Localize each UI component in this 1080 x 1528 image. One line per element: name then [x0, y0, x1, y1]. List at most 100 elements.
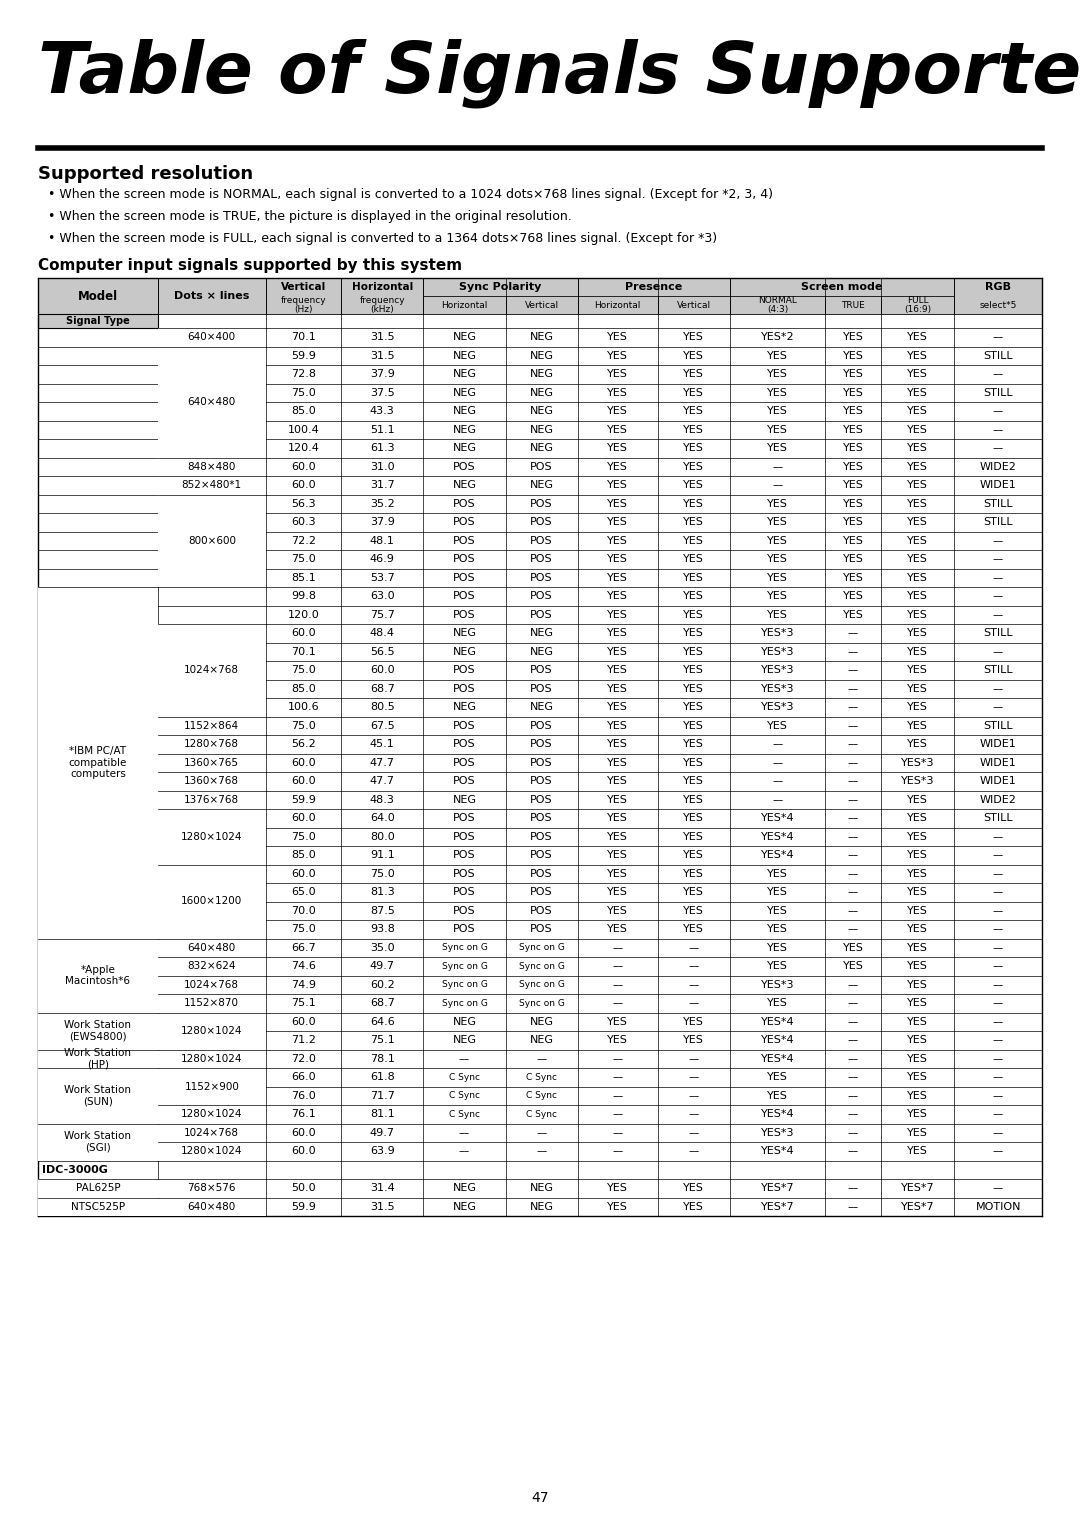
Text: ––: –– — [772, 480, 783, 490]
Text: YES: YES — [684, 776, 704, 787]
Text: 43.3: 43.3 — [370, 406, 394, 416]
Bar — [38, 680, 1042, 698]
Text: YES: YES — [907, 1073, 928, 1082]
Text: YES: YES — [684, 888, 704, 897]
Text: POS: POS — [454, 758, 476, 767]
Text: YES: YES — [684, 406, 704, 416]
Text: ––: –– — [848, 979, 859, 990]
Text: WIDE1: WIDE1 — [980, 740, 1016, 749]
Text: ––: –– — [848, 1183, 859, 1193]
Text: YES: YES — [767, 498, 788, 509]
Text: ––: –– — [993, 998, 1003, 1008]
Text: YES: YES — [842, 443, 864, 454]
Text: ––: –– — [848, 1109, 859, 1118]
Text: POS: POS — [454, 536, 476, 545]
Text: 37.9: 37.9 — [369, 518, 394, 527]
Bar — [38, 365, 1042, 384]
Text: ––: –– — [848, 703, 859, 712]
Text: YES: YES — [842, 498, 864, 509]
Text: WIDE2: WIDE2 — [980, 795, 1016, 805]
Bar — [38, 495, 1042, 513]
Text: ––: –– — [848, 813, 859, 824]
Text: 49.7: 49.7 — [369, 961, 395, 972]
Bar — [38, 313, 158, 329]
Text: YES: YES — [684, 425, 704, 435]
Text: YES: YES — [607, 425, 629, 435]
Text: YES*3: YES*3 — [761, 646, 795, 657]
Text: ––: –– — [993, 536, 1003, 545]
Bar — [38, 735, 1042, 753]
Text: YES: YES — [607, 869, 629, 879]
Text: YES: YES — [684, 646, 704, 657]
Text: YES: YES — [684, 906, 704, 915]
Text: NEG: NEG — [453, 628, 476, 639]
Text: YES: YES — [684, 703, 704, 712]
Bar — [38, 347, 1042, 365]
Text: YES: YES — [767, 961, 788, 972]
Text: ––: –– — [993, 573, 1003, 582]
Text: ––: –– — [993, 1183, 1003, 1193]
Text: NEG: NEG — [453, 1183, 476, 1193]
Text: YES*7: YES*7 — [761, 1183, 795, 1193]
Text: ––: –– — [848, 1036, 859, 1045]
Text: YES: YES — [607, 703, 629, 712]
Text: YES: YES — [767, 351, 788, 361]
Bar — [38, 1160, 1042, 1180]
Text: YES: YES — [907, 703, 928, 712]
Text: YES*4: YES*4 — [761, 813, 795, 824]
Text: YES: YES — [684, 869, 704, 879]
Text: POS: POS — [454, 813, 476, 824]
Text: FULL
(16:9): FULL (16:9) — [904, 295, 931, 315]
Text: 75.7: 75.7 — [369, 610, 394, 620]
Text: 53.7: 53.7 — [370, 573, 394, 582]
Bar — [38, 883, 1042, 902]
Bar — [38, 1068, 158, 1123]
Text: 35.0: 35.0 — [370, 943, 394, 953]
Text: YES: YES — [607, 480, 629, 490]
Text: 37.9: 37.9 — [369, 370, 394, 379]
Text: POS: POS — [454, 740, 476, 749]
Text: YES: YES — [684, 498, 704, 509]
Text: ––: –– — [688, 1054, 700, 1063]
Bar — [158, 1068, 266, 1105]
Text: POS: POS — [454, 573, 476, 582]
Text: NEG: NEG — [529, 443, 554, 454]
Text: YES: YES — [684, 573, 704, 582]
Text: C Sync: C Sync — [449, 1073, 480, 1082]
Text: 76.0: 76.0 — [292, 1091, 315, 1100]
Text: YES: YES — [907, 869, 928, 879]
Text: YES: YES — [607, 1016, 629, 1027]
Bar — [38, 532, 1042, 550]
Text: NEG: NEG — [453, 370, 476, 379]
Text: 75.0: 75.0 — [292, 555, 315, 564]
Text: 46.9: 46.9 — [369, 555, 394, 564]
Text: YES: YES — [684, 443, 704, 454]
Text: 75.0: 75.0 — [370, 869, 394, 879]
Text: NEG: NEG — [529, 1183, 554, 1193]
Text: YES: YES — [767, 555, 788, 564]
Text: Horizontal: Horizontal — [595, 301, 640, 310]
Text: 75.0: 75.0 — [292, 665, 315, 675]
Bar — [578, 296, 658, 313]
Text: IDC-3000G: IDC-3000G — [42, 1164, 108, 1175]
Text: 640×480: 640×480 — [188, 397, 235, 406]
Text: YES: YES — [842, 332, 864, 342]
Text: YES: YES — [684, 1036, 704, 1045]
Text: *Apple
Macintosh*6: *Apple Macintosh*6 — [66, 964, 131, 986]
Text: YES: YES — [607, 555, 629, 564]
Text: ––: –– — [459, 1128, 470, 1138]
Bar — [505, 296, 578, 313]
Text: 31.7: 31.7 — [370, 480, 394, 490]
Text: ––: –– — [993, 943, 1003, 953]
Text: 48.4: 48.4 — [369, 628, 395, 639]
Text: POS: POS — [530, 721, 553, 730]
Text: POS: POS — [530, 555, 553, 564]
Text: YES*7: YES*7 — [901, 1183, 934, 1193]
Text: ––: –– — [993, 924, 1003, 934]
Text: YES: YES — [767, 370, 788, 379]
Text: YES: YES — [607, 443, 629, 454]
Text: POS: POS — [454, 498, 476, 509]
Bar — [158, 1013, 266, 1050]
Text: Dots × lines: Dots × lines — [174, 290, 249, 301]
Text: POS: POS — [530, 536, 553, 545]
